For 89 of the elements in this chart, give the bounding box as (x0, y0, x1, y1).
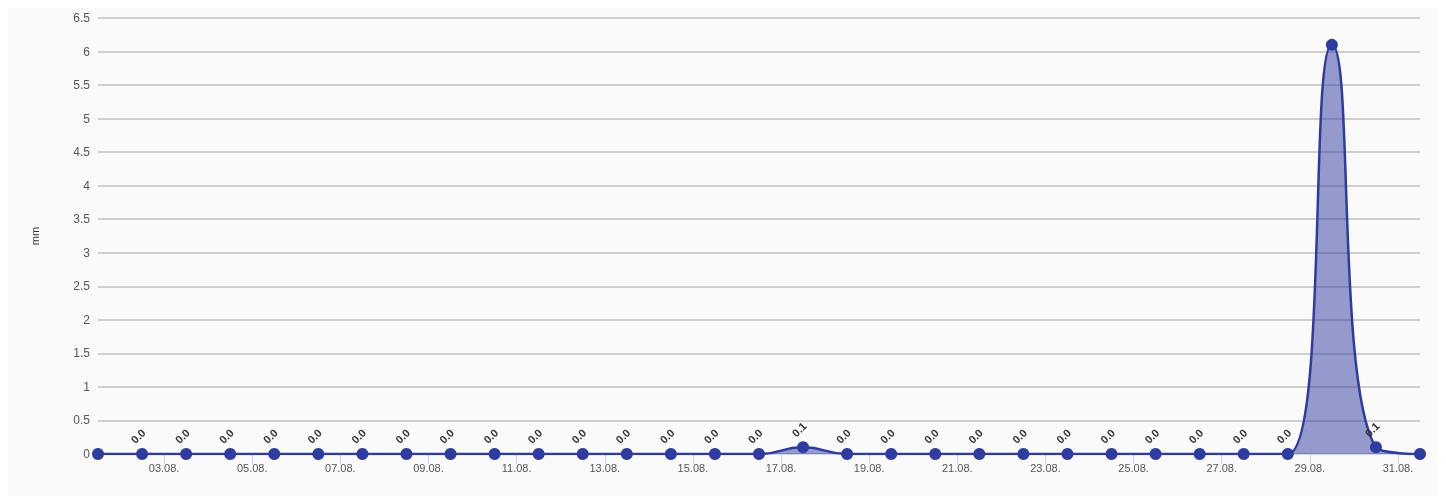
data-label: 0.0 (1186, 426, 1206, 446)
y-tick-label: 5 (83, 111, 91, 126)
data-label: 0.0 (569, 426, 589, 446)
point (488, 448, 501, 460)
data-label: 0.0 (921, 426, 942, 446)
y-tick-label: 3 (83, 245, 91, 260)
point (929, 448, 942, 460)
data-label: 0.0 (348, 426, 369, 446)
point (753, 448, 765, 460)
point (1325, 38, 1338, 51)
data-label: 0.0 (657, 426, 677, 446)
point (1369, 441, 1382, 454)
point (400, 448, 413, 460)
data-label: 0.0 (613, 426, 633, 446)
point (1414, 448, 1426, 460)
x-tick-label: 23.08. (1030, 461, 1061, 474)
x-tick-label: 03.08. (148, 461, 180, 474)
y-tick-label: 2 (83, 312, 91, 327)
data-label: 0.0 (1142, 426, 1162, 446)
point (973, 448, 986, 460)
y-tick-label: 0.5 (73, 413, 91, 428)
point (885, 448, 898, 460)
data-label: 0.0 (260, 426, 281, 446)
data-label: 0.0 (1009, 426, 1030, 446)
point (1237, 448, 1250, 460)
data-label: 0.0 (128, 426, 148, 446)
data-label: 0.1 (789, 419, 809, 440)
x-tick-label: 31.08. (1382, 461, 1414, 474)
point (224, 448, 237, 460)
y-tick-label: 5.5 (73, 78, 91, 93)
x-tick-label: 15.08. (677, 461, 709, 474)
data-label: 0.0 (745, 426, 765, 446)
data-label: 0.0 (1230, 426, 1250, 446)
point (664, 448, 677, 460)
data-label: 0.0 (965, 426, 986, 446)
x-tick-label: 09.08. (413, 461, 444, 474)
y-tick-label: 6 (83, 44, 91, 59)
y-tick-label: 6.5 (73, 11, 91, 25)
point (1281, 448, 1294, 460)
point (268, 448, 281, 460)
data-label: 0.0 (392, 426, 413, 446)
y-tick-label: 2.5 (73, 279, 91, 294)
point (708, 448, 721, 460)
data-label: 0.0 (481, 426, 501, 446)
point (180, 448, 193, 460)
x-tick-label: 13.08. (589, 461, 621, 474)
x-tick-label: 27.08. (1206, 461, 1237, 474)
point (312, 448, 325, 460)
point (1061, 448, 1074, 460)
data-label: 0.0 (701, 426, 721, 446)
data-label: 0.0 (877, 426, 897, 446)
x-tick-label: 11.08. (501, 461, 532, 474)
point (136, 448, 149, 460)
point (620, 448, 633, 460)
data-label: 0.0 (1274, 426, 1294, 446)
y-tick-label: 4 (83, 178, 91, 193)
y-tick-label: 1 (83, 379, 91, 394)
point (1105, 448, 1118, 460)
x-tick-label: 19.08. (853, 461, 885, 474)
data-label: 0.0 (172, 426, 192, 446)
data-label: 0.0 (216, 426, 236, 446)
x-tick-label: 25.08. (1118, 461, 1149, 474)
y-tick-label: 4.5 (73, 145, 91, 160)
data-label: 0.0 (525, 426, 545, 446)
data-label: 0.0 (1098, 426, 1118, 446)
x-tick-label: 07.08. (325, 461, 356, 474)
point (841, 448, 854, 460)
y-tick-label: 3.5 (73, 212, 91, 227)
point (532, 448, 545, 460)
x-tick-label: 05.08. (236, 461, 268, 474)
point (444, 448, 457, 460)
x-tick-label: 21.08. (942, 461, 973, 474)
data-label: 0.1 (1362, 419, 1382, 440)
point (576, 448, 589, 460)
x-tick-label: 29.08. (1294, 461, 1326, 474)
point (92, 448, 104, 460)
y-tick-label: 1.5 (73, 346, 91, 361)
x-tick-label: 17.08. (765, 461, 797, 474)
data-label: 0.0 (304, 426, 325, 446)
data-label: 0.0 (1053, 426, 1074, 446)
data-label: 0.0 (833, 426, 853, 446)
point (1149, 448, 1162, 460)
point (356, 448, 369, 460)
data-label: 0.0 (437, 426, 457, 446)
point (1193, 448, 1206, 460)
point (1017, 448, 1030, 460)
y-axis-title: mm (28, 226, 41, 246)
point (797, 441, 810, 454)
y-tick-label: 0 (83, 447, 91, 461)
